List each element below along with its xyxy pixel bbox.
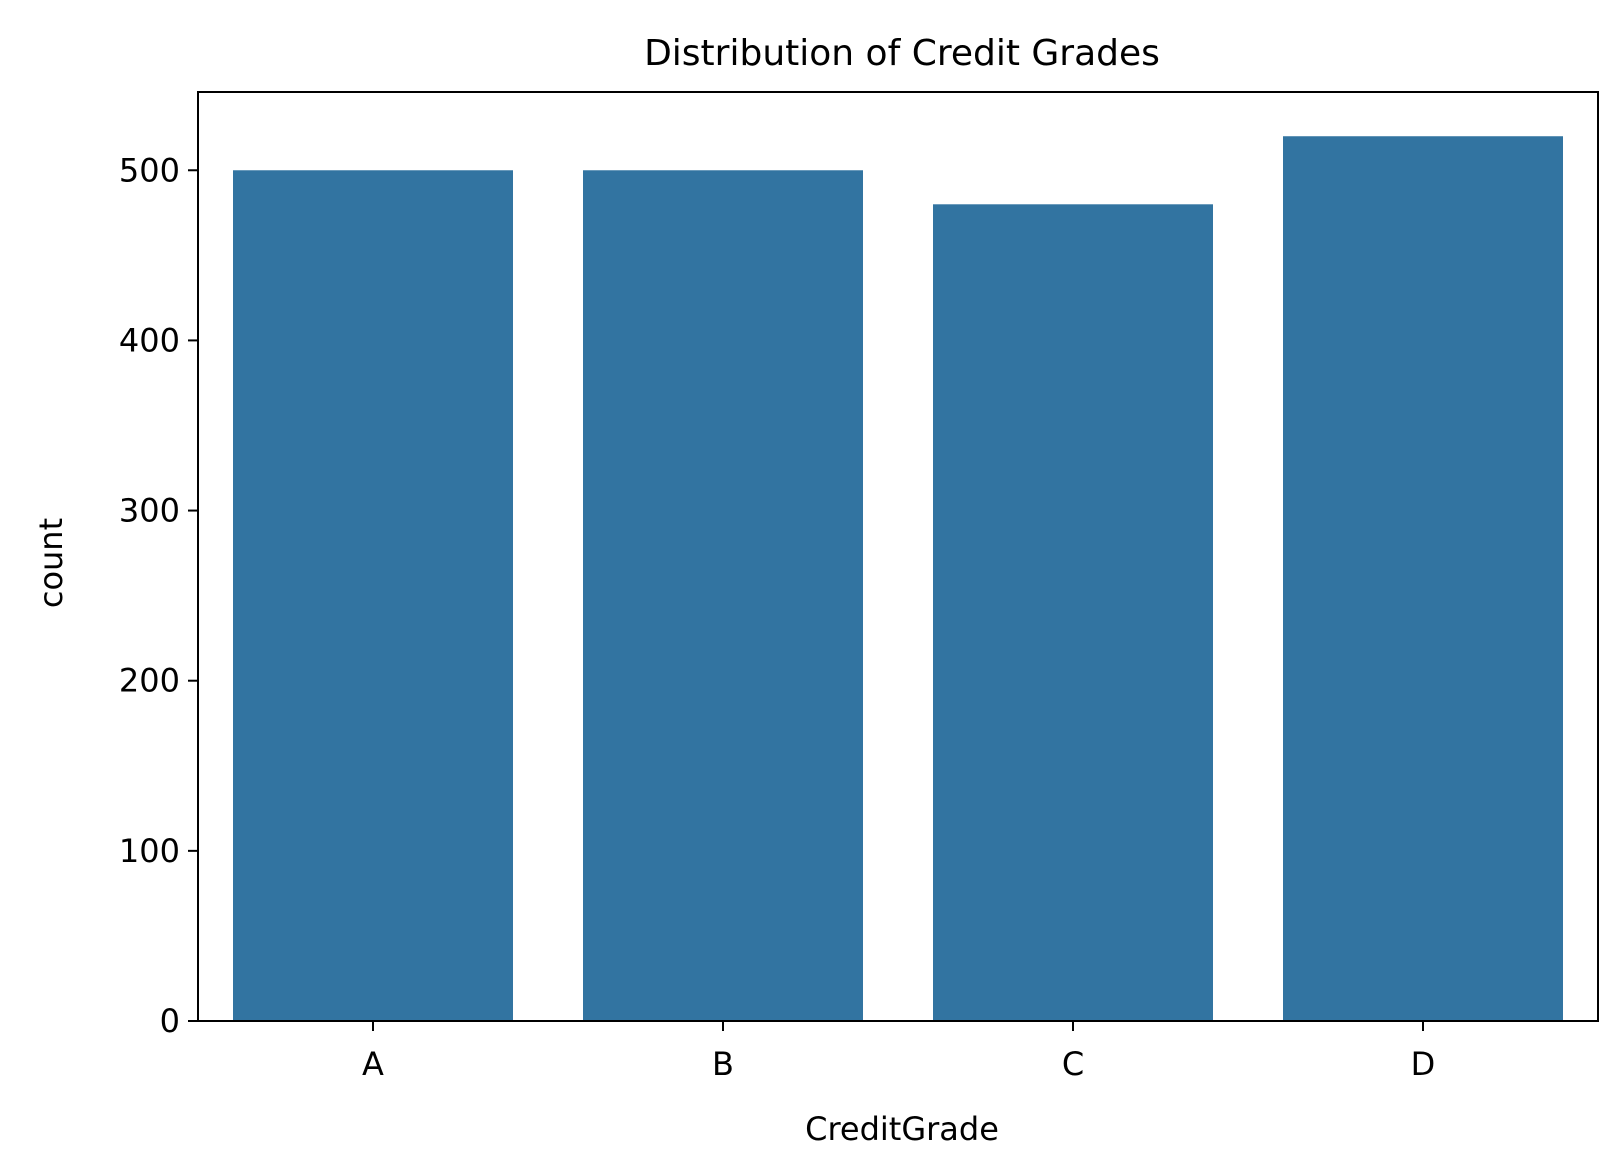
bar-c [933,204,1213,1022]
chart-title: Distribution of Credit Grades [644,33,1160,74]
bar-a [233,170,513,1021]
y-axis-label: count [32,518,70,608]
x-axis-ticks: A B C D [362,1021,1435,1083]
y-tick-label: 300 [119,492,180,530]
x-axis-label: CreditGrade [805,1110,999,1148]
x-tick-label: D [1411,1045,1436,1083]
y-axis-ticks: 0 100 200 300 400 500 [119,151,198,1040]
bar-b [583,170,863,1021]
x-tick-label: C [1062,1045,1084,1083]
bars-group [233,136,1563,1022]
y-tick-label: 0 [160,1002,180,1040]
y-tick-label: 400 [119,321,180,359]
y-tick-label: 100 [119,832,180,870]
y-tick-label: 500 [119,151,180,189]
plot-frame [197,91,1599,1022]
bar-d [1283,136,1563,1021]
x-tick-label: A [362,1045,384,1083]
y-tick-label: 200 [119,662,180,700]
x-tick-label: B [712,1045,734,1083]
